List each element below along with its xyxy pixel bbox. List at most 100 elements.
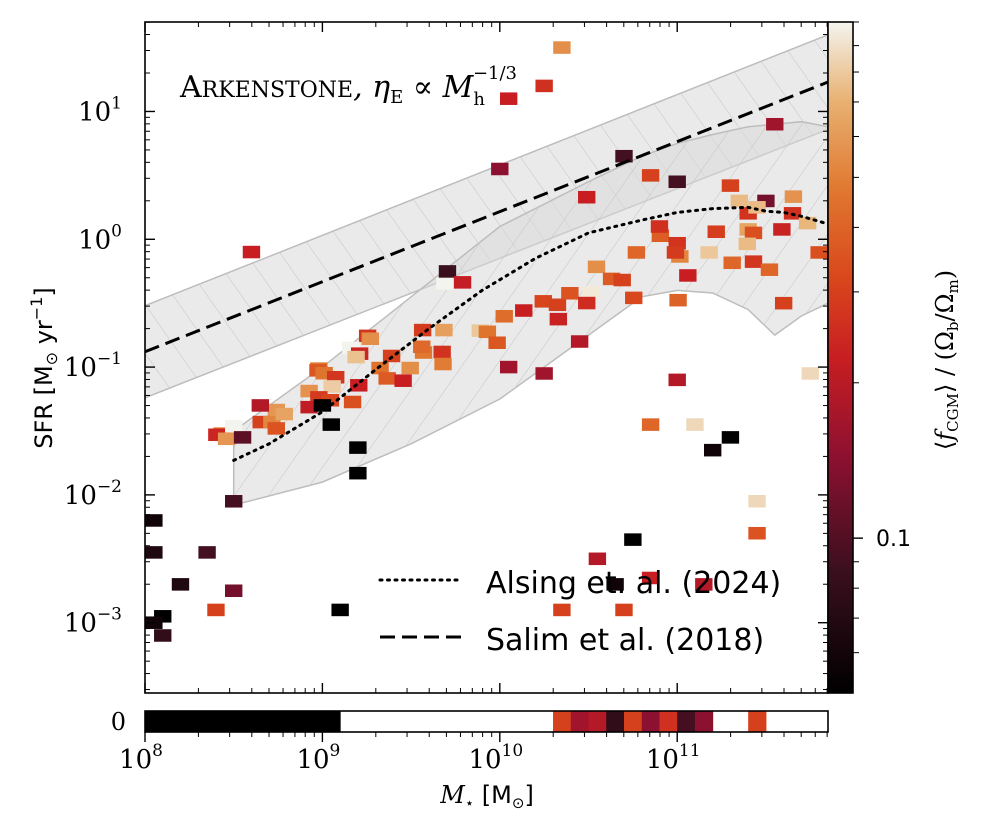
heatmap-cell [438,265,457,278]
strip-cell [180,711,199,732]
strip-cell [215,711,235,732]
x-tick-label: 1010 [468,741,523,775]
strip-cell [145,711,164,732]
legend-alsing-label: Alsing et. al. (2024) [486,566,781,601]
sparse-cell [198,546,216,559]
strip-cell [659,711,678,732]
title-m-sub: h [473,89,485,110]
sparse-cell [615,603,633,617]
sparse-cell [766,117,784,131]
strip-cell [553,711,572,732]
sparse-cell [535,79,553,93]
sparse-cell [499,360,518,374]
heatmap-cell [914,180,931,193]
legend-salim-label: Salim et al. (2018) [486,623,764,658]
strip-cell [641,711,660,732]
sparse-cell [535,367,553,380]
heatmap-cell [378,372,396,385]
heatmap-cell [625,291,643,305]
band-hatch-0 [145,34,828,398]
sparse-cell [570,335,589,348]
heatmap-cell [436,277,454,290]
sparse-cell [313,399,332,412]
heatmap-cell [323,380,341,393]
strip-cell [269,711,288,732]
colorbar-ticks [853,21,863,654]
strip-cell [286,711,306,732]
heatmap-cell [453,276,472,289]
heatmap-cell [413,323,432,337]
strip-cell [748,711,767,732]
heatmap-cell [433,345,451,359]
heatmap-cell [773,223,791,236]
heatmap-cell [582,285,600,299]
x-tick-label: 109 [296,741,340,775]
heatmap-cell [361,332,379,345]
x-axis-label: M⋆ [M⊙] [439,781,534,812]
heatmap-cell [707,225,725,238]
strip-cell [322,711,341,732]
heatmap-cell [810,246,828,259]
heatmap-cell [738,237,756,251]
heatmap-cell [578,190,596,204]
sparse-cell [695,578,713,591]
bottom-strip-frame [144,710,829,733]
heatmap-cell [744,226,763,240]
heatmap-cell [267,422,285,435]
sparse-cell [624,533,642,546]
heatmap-cell [982,137,985,150]
heatmap-cell [896,201,913,214]
title-m-sup: −1/3 [473,63,517,84]
strip-cell [162,711,181,732]
heatmap-cell [700,246,718,259]
heatmap-cell [744,255,763,268]
sparse-cell [615,149,633,163]
heatmap-cell [413,340,431,354]
heatmap-cell [798,216,817,230]
colorbar-label: ⟨fCGM⟩ / (Ωb/Ωm) [931,270,962,450]
heatmap-cell [666,246,685,259]
strip-cell [233,711,252,732]
sparse-cell [686,418,704,431]
sparse-cell [207,603,225,617]
sparse-cell [553,603,571,617]
y-axis-label: SFR [M⊙ yr−1] [27,287,61,449]
sparse-cell [145,514,163,527]
strip-cell [570,711,590,732]
sparse-cell [730,194,748,208]
sparse-cell [721,431,740,444]
title-cap: A [179,70,202,105]
heatmap-cell [969,177,985,190]
heatmap-cell [401,361,419,375]
chart-title: ARKENSTONE, ηE ∝ Mh −1/3 [179,63,517,110]
heatmap-cell [561,287,579,300]
sparse-cell [225,495,243,508]
colorbar-frame [827,21,854,694]
strip-cell [588,711,607,732]
colorbar: 0.1 ⟨fCGM⟩ / (Ωb/Ωm) [827,21,962,694]
sparse-cell [668,175,686,189]
sparse-cell [491,162,509,176]
heatmap-cell [975,198,985,211]
y-tick-label: 10−2 [64,477,122,511]
y-tick-label: 100 [78,221,122,255]
sparse-cell [703,443,722,457]
sparse-cell [322,418,340,431]
y-tick-label: 10−1 [64,349,122,383]
strip-cell [251,711,270,732]
strip-cell [606,711,625,732]
heatmap-cell [435,323,453,337]
heatmap-cell [968,185,985,198]
heatmap-cell [488,336,506,350]
sparse-cell [641,571,660,585]
heatmap-cell [300,400,318,414]
heatmap-cell [723,256,741,270]
heatmap-cell [613,273,631,287]
heatmap-cell [534,295,552,308]
sparse-cell [588,552,607,566]
sparse-cell [650,220,669,233]
sparse-cell [553,41,571,54]
sparse-cell [641,418,660,431]
sparse-cell [331,603,349,617]
